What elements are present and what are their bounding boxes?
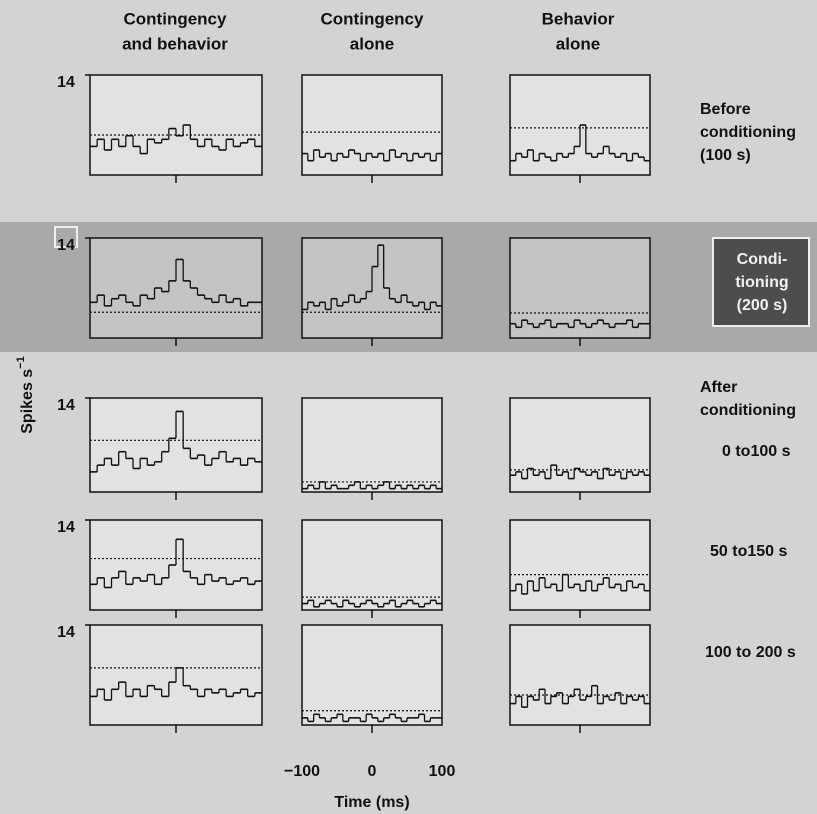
panel [301,519,443,611]
y-tick-label: 14 [57,519,75,536]
panel [509,519,651,611]
column-header: and behavior [122,34,228,53]
panel [301,624,443,726]
column-header: Contingency [124,9,227,28]
y-tick-box [54,226,78,248]
y-tick-label: 14 [57,397,75,414]
row-label: conditioning [700,124,796,141]
histogram-connector [515,465,645,479]
x-tick-label: 0 [368,763,377,780]
histogram-connector [515,574,645,594]
histogram-connector [515,685,645,708]
column-header: Behavior [542,9,615,28]
panel [509,397,651,493]
panel [89,74,263,176]
column-header: alone [556,34,600,53]
panel [301,397,443,493]
x-axis-label: Time (ms) [334,794,409,811]
y-tick-label: 14 [57,237,75,254]
panel [301,74,443,176]
conditioning-box [712,237,810,327]
panel [509,624,651,726]
row-label: tioning [735,274,788,291]
histogram-connector [307,714,431,722]
row-label: Condi- [737,251,788,268]
y-tick-label: 14 [57,624,75,641]
row-label: (100 s) [700,147,751,164]
histogram-connector [96,539,256,588]
row-label: 50 to150 s [710,543,787,560]
histogram-connector [96,259,249,306]
group-label: After [700,379,737,396]
row-label: (200 s) [737,297,788,314]
row-label: 100 to 200 s [705,644,796,661]
row-label: 0 to100 s [722,443,791,460]
x-tick-label: 100 [429,763,456,780]
histogram-connector [96,411,256,472]
panel [89,237,263,339]
y-tick-label: 14 [57,74,75,91]
histogram-connector [515,320,639,328]
histogram-connector [96,667,256,700]
histogram-connector [307,600,437,607]
x-tick-label: −100 [284,763,320,780]
column-header: Contingency [321,9,424,28]
histogram-connector [307,481,437,489]
row-label: Before [700,101,751,118]
histogram-connector [96,125,256,154]
column-header: alone [350,34,394,53]
y-axis-label-text: Spikes s [19,369,36,434]
y-axis-label-exponent: −1 [15,356,27,369]
histogram-connector [307,150,437,161]
y-axis-label: Spikes s−1 [15,356,36,433]
group-label: conditioning [700,402,796,419]
histogram-connector [515,125,645,161]
histogram-connector [307,245,437,310]
